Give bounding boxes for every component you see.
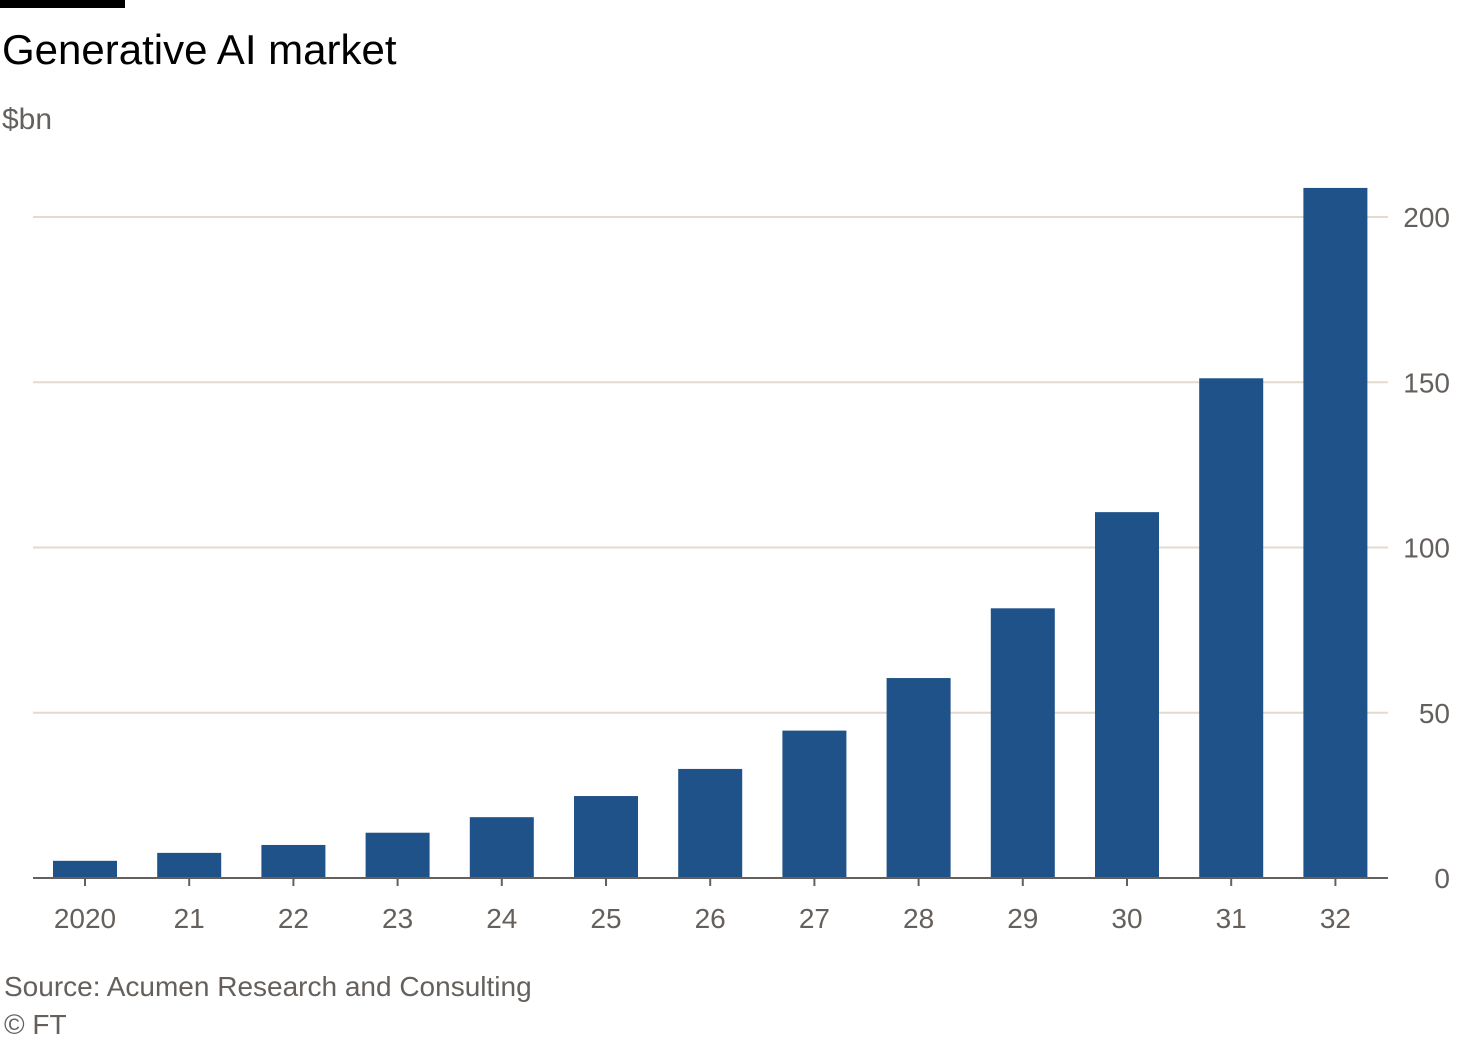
copyright-note: © FT bbox=[4, 1009, 67, 1040]
x-tick-label: 21 bbox=[174, 903, 205, 934]
source-note: Source: Acumen Research and Consulting bbox=[4, 971, 532, 1002]
x-tick-label: 22 bbox=[278, 903, 309, 934]
header-accent-bar bbox=[0, 0, 125, 8]
x-tick-label: 29 bbox=[1007, 903, 1038, 934]
y-tick-label: 200 bbox=[1403, 202, 1450, 233]
bar-23 bbox=[365, 832, 430, 878]
chart-title: Generative AI market bbox=[2, 26, 397, 73]
bar-2020 bbox=[53, 860, 117, 878]
bar-25 bbox=[574, 796, 638, 878]
y-tick-label: 0 bbox=[1434, 863, 1450, 894]
y-tick-label: 50 bbox=[1419, 698, 1450, 729]
bar-31 bbox=[1199, 378, 1264, 878]
bar-29 bbox=[990, 608, 1055, 878]
x-tick-label: 28 bbox=[903, 903, 934, 934]
x-tick-label: 26 bbox=[695, 903, 726, 934]
gridlines bbox=[33, 216, 1388, 714]
bar-30 bbox=[1095, 512, 1159, 878]
bar-24 bbox=[469, 817, 534, 878]
bars bbox=[53, 187, 1368, 878]
bar-28 bbox=[886, 678, 951, 878]
x-tick-label: 27 bbox=[799, 903, 830, 934]
x-tick-label: 31 bbox=[1216, 903, 1247, 934]
bar-22 bbox=[261, 844, 326, 878]
y-tick-label: 150 bbox=[1403, 367, 1450, 398]
bar-21 bbox=[157, 852, 222, 878]
x-tick-label: 30 bbox=[1111, 903, 1142, 934]
x-tick-label: 25 bbox=[590, 903, 621, 934]
bar-chart: 2020 21 22 23 24 25 26 27 28 29 30 31 32 0 50 100 150 20… bbox=[33, 187, 1450, 934]
x-tick-label: 23 bbox=[382, 903, 413, 934]
y-tick-label: 100 bbox=[1403, 533, 1450, 564]
x-tick-label: 24 bbox=[486, 903, 517, 934]
x-axis-ticks: 2020 21 22 23 24 25 26 27 28 29 30 31 32 bbox=[54, 878, 1351, 934]
bar-32 bbox=[1303, 187, 1368, 878]
y-axis-unit-label: $bn bbox=[2, 103, 53, 136]
x-tick-label: 2020 bbox=[54, 903, 116, 934]
bar-27 bbox=[782, 730, 847, 878]
bar-26 bbox=[678, 768, 743, 878]
x-tick-label: 32 bbox=[1320, 903, 1351, 934]
y-axis-ticks: 0 50 100 150 200 bbox=[1403, 202, 1450, 894]
